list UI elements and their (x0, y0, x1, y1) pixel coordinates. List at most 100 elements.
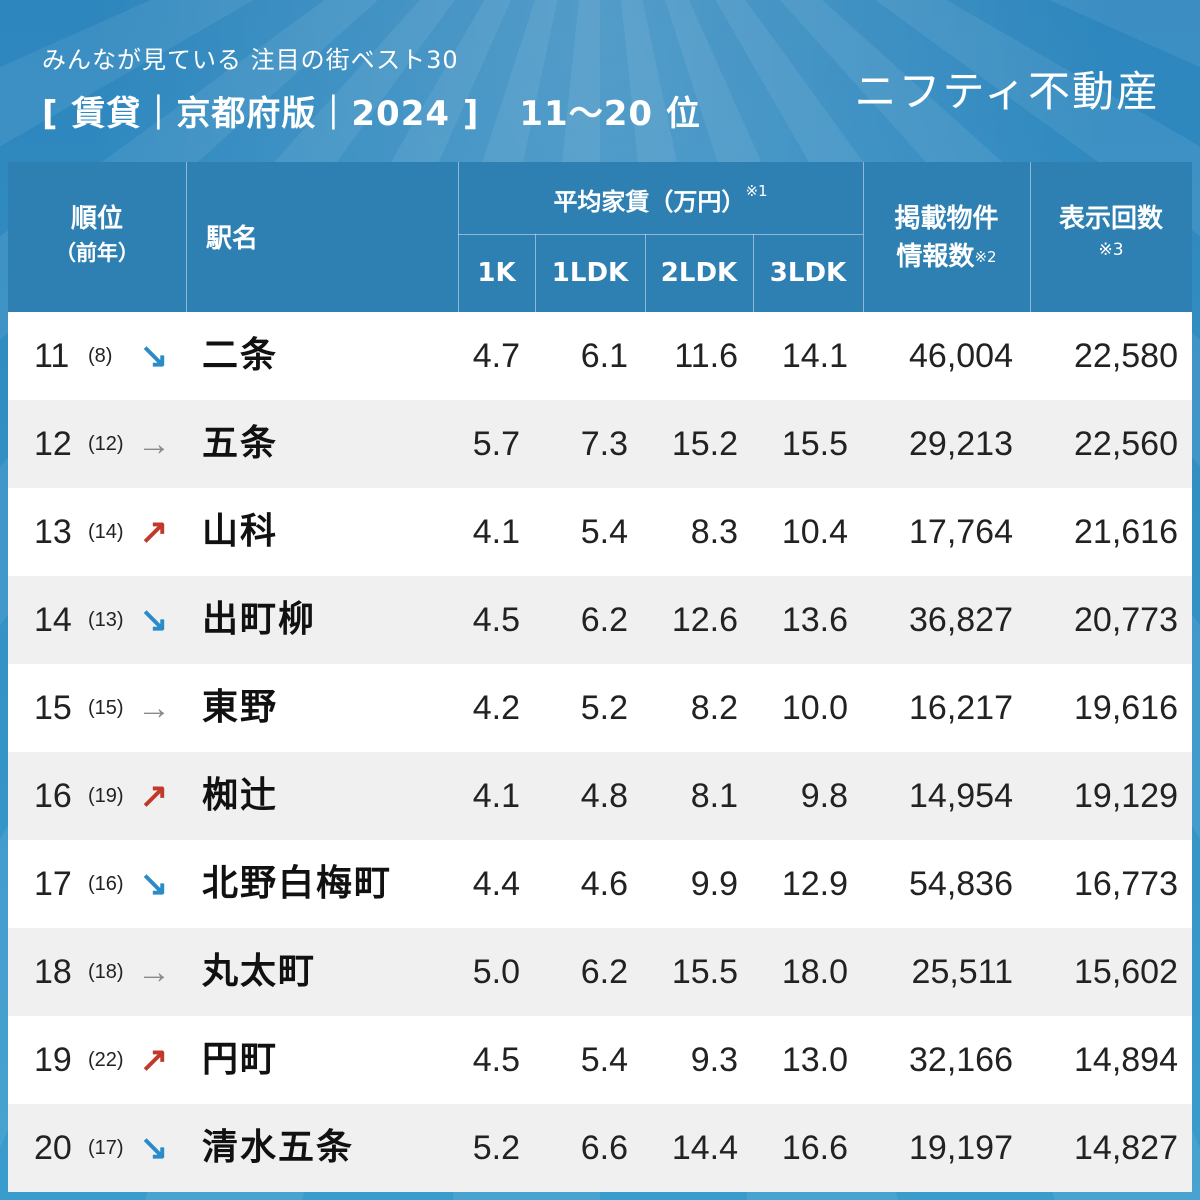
rent-2ldk-cell: 8.2 (690, 689, 738, 727)
arrow-up-right-icon: ↗ (139, 777, 169, 815)
rent-2ldk-cell: 9.3 (690, 1041, 738, 1079)
prev-rank-cell: (18) (88, 961, 124, 983)
arrow-down-right-icon: ↘ (139, 601, 169, 639)
arrow-down-right-icon: ↘ (139, 1129, 169, 1167)
arrow-right-icon: → (137, 425, 171, 463)
rent-1k-cell: 5.0 (472, 953, 520, 991)
rank-cell: 12 (34, 425, 72, 463)
table-row: 15 (15) → 東野 4.2 5.2 8.2 10.0 16,217 19,616 (8, 664, 1192, 752)
listings-cell: 14,954 (909, 777, 1013, 815)
prev-rank-cell: (15) (88, 697, 124, 719)
header-divider (863, 162, 864, 312)
rent-3ldk-cell: 12.9 (781, 865, 848, 903)
rank-cell: 19 (34, 1041, 72, 1079)
header-listings-line2: 情報数 (896, 242, 975, 272)
views-cell: 16,773 (1074, 865, 1178, 903)
rent-1ldk-cell: 5.4 (580, 513, 628, 551)
rent-3ldk-cell: 10.0 (781, 689, 848, 727)
listings-cell: 54,836 (909, 865, 1013, 903)
station-cell: 丸太町 (202, 951, 317, 992)
rent-2ldk-cell: 8.3 (690, 513, 738, 551)
rent-1k-cell: 4.4 (472, 865, 520, 903)
header-listings-note: ※2 (974, 248, 997, 266)
table-header: 順位 （前年） 駅名 平均家賃（万円）※1 1K 1LDK 2LDK 3LDK … (8, 162, 1192, 312)
rent-3ldk-cell: 18.0 (781, 953, 848, 991)
listings-cell: 19,197 (909, 1129, 1013, 1167)
header-divider (458, 162, 459, 312)
views-cell: 21,616 (1074, 513, 1178, 551)
rent-2ldk-cell: 12.6 (671, 601, 738, 639)
header-divider (1030, 162, 1031, 312)
header-rent-note: ※1 (745, 182, 768, 200)
listings-cell: 17,764 (909, 513, 1013, 551)
station-cell: 円町 (202, 1039, 279, 1080)
title-category: [ 賃貸｜京都府版｜2024 ] (42, 94, 480, 134)
arrow-up-right-icon: ↗ (139, 513, 169, 551)
table-row: 16 (19) ↗ 椥辻 4.1 4.8 8.1 9.8 14,954 19,129 (8, 752, 1192, 840)
rent-1ldk-cell: 6.2 (580, 953, 628, 991)
table-row: 11 (8) ↘ 二条 4.7 6.1 11.6 14.1 46,004 22,580 (8, 312, 1192, 400)
header-divider (186, 162, 187, 312)
prev-rank-cell: (12) (88, 433, 124, 455)
rent-1k-cell: 4.5 (472, 601, 520, 639)
table-row: 19 (22) ↗ 円町 4.5 5.4 9.3 13.0 32,166 14,894 (8, 1016, 1192, 1104)
views-cell: 22,560 (1074, 425, 1178, 463)
rank-cell: 14 (34, 601, 72, 639)
station-cell: 椥辻 (202, 775, 279, 816)
prev-rank-cell: (17) (88, 1137, 124, 1159)
table-row: 17 (16) ↘ 北野白梅町 4.4 4.6 9.9 12.9 54,836 16,773 (8, 840, 1192, 928)
station-cell: 清水五条 (202, 1127, 355, 1168)
rent-1ldk-cell: 6.1 (580, 337, 628, 375)
rent-2ldk-cell: 9.9 (690, 865, 738, 903)
header-3ldk: 3LDK (769, 258, 847, 288)
rent-1k-cell: 4.2 (472, 689, 520, 727)
header-rank-label: 順位 (70, 204, 123, 234)
listings-cell: 16,217 (909, 689, 1013, 727)
station-cell: 五条 (202, 423, 279, 464)
station-cell: 二条 (202, 335, 279, 376)
station-cell: 北野白梅町 (202, 863, 393, 904)
table-row: 20 (17) ↘ 清水五条 5.2 6.6 14.4 16.6 19,197 14,827 (8, 1104, 1192, 1192)
views-cell: 19,616 (1074, 689, 1178, 727)
table-row: 12 (12) → 五条 5.7 7.3 15.2 15.5 29,213 22,560 (8, 400, 1192, 488)
rent-2ldk-cell: 15.5 (671, 953, 738, 991)
rent-1ldk-cell: 7.3 (580, 425, 628, 463)
header-rank-prev-label: （前年） (55, 241, 139, 265)
header-station: 駅名 (206, 224, 259, 254)
listings-cell: 29,213 (909, 425, 1013, 463)
rent-3ldk-cell: 13.0 (781, 1041, 848, 1079)
arrow-down-right-icon: ↘ (139, 337, 169, 375)
header-listings-line1: 掲載物件 (894, 204, 999, 234)
rent-1k-cell: 5.7 (472, 425, 520, 463)
rent-3ldk-cell: 15.5 (781, 425, 848, 463)
table-row: 18 (18) → 丸太町 5.0 6.2 15.5 18.0 25,511 15,602 (8, 928, 1192, 1016)
rent-1ldk-cell: 5.2 (580, 689, 628, 727)
rank-cell: 16 (34, 777, 72, 815)
rent-1k-cell: 4.5 (472, 1041, 520, 1079)
header-listings: 掲載物件 情報数※2 (863, 200, 1030, 276)
listings-cell: 36,827 (909, 601, 1013, 639)
table-row: 14 (13) ↘ 出町柳 4.5 6.2 12.6 13.6 36,827 20,773 (8, 576, 1192, 664)
rent-2ldk-cell: 15.2 (671, 425, 738, 463)
brand-logo: ニフティ不動産 (854, 67, 1160, 116)
rent-2ldk-cell: 8.1 (690, 777, 738, 815)
header-rank: 順位 （前年） (8, 202, 186, 270)
rent-1k-cell: 4.1 (472, 777, 520, 815)
header-rent-group: 平均家賃（万円）※1 (458, 182, 863, 217)
rent-1k-cell: 5.2 (472, 1129, 520, 1167)
views-cell: 15,602 (1074, 953, 1178, 991)
prev-rank-cell: (19) (88, 785, 124, 807)
rent-3ldk-cell: 10.4 (781, 513, 848, 551)
rent-2ldk-cell: 14.4 (671, 1129, 738, 1167)
listings-cell: 25,511 (911, 953, 1013, 991)
header-views-note: ※3 (1098, 240, 1124, 260)
page-title: [ 賃貸｜京都府版｜2024 ] 11〜20 位 (42, 86, 701, 135)
page-header: みんなが見ている 注目の街ベスト30 [ 賃貸｜京都府版｜2024 ] 11〜20… (0, 0, 1200, 160)
rent-1ldk-cell: 5.4 (580, 1041, 628, 1079)
rank-cell: 17 (34, 865, 72, 903)
station-cell: 東野 (202, 687, 279, 728)
page-subtitle: みんなが見ている 注目の街ベスト30 (42, 46, 459, 74)
rent-1ldk-cell: 4.8 (580, 777, 628, 815)
rent-1k-cell: 4.7 (472, 337, 520, 375)
rent-1ldk-cell: 6.6 (580, 1129, 628, 1167)
